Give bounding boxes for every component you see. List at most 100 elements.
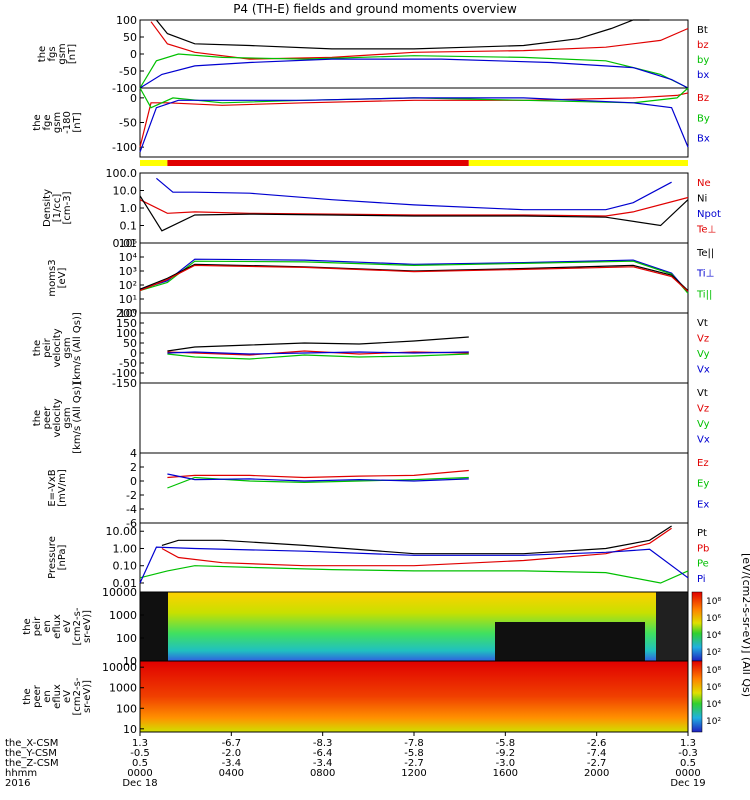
y-axis-label-line: Density — [42, 189, 53, 227]
y-axis-label-line: [mV/m] — [57, 469, 68, 507]
panel-1: 100 50 0 -50 -100 the fgs gsm [nT] Bt bz by bx — [37, 14, 709, 95]
y-tick-label: 10 — [123, 723, 137, 736]
x-axis-value: 1600 — [493, 768, 518, 779]
legend-entry: Vy — [697, 349, 710, 360]
mode-bar-segment — [167, 160, 469, 166]
y-axis-label-line: velocity — [52, 398, 63, 437]
y-tick-label: 0 — [130, 48, 137, 61]
series-line-Vt — [167, 336, 469, 352]
panel-frame — [139, 242, 689, 314]
y-axis-label-line: peir — [32, 616, 43, 636]
y-axis-label-line: [nT] — [72, 112, 83, 132]
x-axis-value: 2000 — [584, 768, 609, 779]
legend-entry: Te|| — [696, 248, 714, 259]
x-axis-value: -8.3 — [313, 738, 333, 749]
panel-8: 10.00 1.00 0.10 0.01 Pressure [nPa] Pt Pb Pe Pi — [47, 522, 709, 593]
y-tick-label: 10 — [123, 655, 137, 668]
y-axis-label-line: [km/s (All Qs)] — [72, 312, 83, 384]
spectrogram — [140, 661, 688, 732]
y-tick-label: 10² — [119, 279, 137, 292]
x-axis-value: -2.6 — [587, 738, 607, 749]
x-axis-value: 0400 — [219, 768, 244, 779]
spectrogram-gap-right — [495, 622, 645, 661]
x-axis-value: Dec 19 — [670, 778, 705, 789]
x-axis-value: -3.4 — [222, 758, 242, 769]
y-axis-label-line: -180 — [62, 111, 73, 134]
series-line-Ni — [139, 195, 689, 232]
y-tick-label: 10⁰ — [119, 307, 138, 320]
y-tick-label: 100 — [116, 702, 137, 715]
legend-entry: Vz — [697, 334, 709, 345]
series-line-Pt — [161, 525, 672, 555]
panel-frame — [139, 172, 689, 244]
chart-title: P4 (TH-E) fields and ground moments over… — [233, 2, 517, 16]
series-line-Te|| — [139, 263, 689, 292]
legend-entry: Ti⊥ — [696, 269, 714, 280]
y-axis-label-line: [nT] — [67, 44, 78, 64]
y-tick-label: 50 — [123, 31, 137, 44]
y-tick-label: 10⁵ — [119, 237, 137, 250]
legend-entry: by — [697, 55, 709, 66]
series-line-bz — [150, 21, 689, 60]
y-tick-label: 1.00 — [113, 542, 138, 555]
y-axis-label-line: [cm2-s- — [72, 677, 83, 715]
panel-3: 100.0 10.0 1.0 0.1 0.01 Density [1/cc] [cm-3] Ne… — [42, 167, 721, 250]
x-axis-value: 0.5 — [680, 758, 696, 769]
y-tick-label: 0 — [130, 475, 137, 488]
x-axis-value: -9.2 — [496, 748, 516, 759]
x-axis-value: -3.4 — [313, 758, 333, 769]
spectrogram-gap-end — [656, 592, 688, 661]
series-line-Pe — [139, 565, 689, 584]
y-tick-label: -50 — [119, 357, 137, 370]
y-tick-label: -50 — [119, 117, 137, 130]
y-tick-label: 100 — [116, 632, 137, 645]
x-axis-value: -2.7 — [587, 758, 607, 769]
legend-entry: Pt — [697, 528, 707, 539]
y-axis-label-line: fgs — [47, 46, 58, 61]
y-tick-label: 10.00 — [106, 525, 138, 538]
legend-entry: Vz — [697, 404, 709, 415]
y-tick-label: 10³ — [119, 265, 137, 278]
x-axis-value: -6.7 — [222, 738, 242, 749]
y-tick-label: 10⁴ — [119, 251, 138, 264]
legend-entry: Vt — [697, 388, 708, 399]
x-axis-value: -0.5 — [130, 748, 150, 759]
y-tick-label: 50 — [123, 337, 137, 350]
legend-entry: Npot — [697, 209, 721, 220]
series-line-Te⊥ — [139, 264, 689, 292]
x-axis-value: -0.3 — [678, 748, 698, 759]
y-tick-label: -100 — [112, 82, 137, 95]
y-axis-label-line: sr-eV)] — [82, 680, 93, 713]
y-axis-label-line: eV — [62, 620, 73, 633]
series-line-bx — [139, 58, 689, 89]
panel-frame — [139, 312, 689, 384]
series-line-Pb — [161, 527, 672, 567]
legend-entry: Bx — [697, 134, 710, 145]
y-axis-label-line: eV — [62, 690, 73, 703]
colorbar-2 — [691, 660, 703, 733]
y-tick-label: 0.1 — [120, 220, 138, 233]
legend-entry: Ni — [697, 194, 707, 205]
y-axis-label-line: gsm — [62, 337, 73, 358]
y-axis-label-line: moms3 — [47, 259, 58, 296]
y-tick-label: 10.0 — [113, 185, 138, 198]
y-tick-label: 10¹ — [119, 293, 137, 306]
y-axis-label-line: [eV] — [57, 268, 68, 289]
legend-entry: Ti|| — [696, 289, 712, 300]
x-axis-value: -7.4 — [587, 748, 607, 759]
legend-entry: Pi — [697, 574, 706, 585]
x-axis-value: -6.4 — [313, 748, 333, 759]
y-axis-label-line: E=-VxB — [47, 469, 58, 506]
colorbar-tick-label: 10² — [706, 648, 721, 658]
legend-entry: Pe — [697, 559, 709, 570]
legend-entry: Ez — [697, 458, 709, 469]
y-axis-label-line: en — [42, 690, 53, 703]
x-axis-row-label: the_X-CSM — [5, 738, 58, 749]
y-tick-label: 2 — [130, 461, 137, 474]
x-axis-value: -7.8 — [404, 738, 424, 749]
legend-entry: Vt — [697, 318, 708, 329]
y-axis-label-line: peer — [32, 684, 43, 708]
colorbar-tick-label: 10⁸ — [706, 597, 721, 607]
x-axis-value: -5.8 — [496, 738, 516, 749]
